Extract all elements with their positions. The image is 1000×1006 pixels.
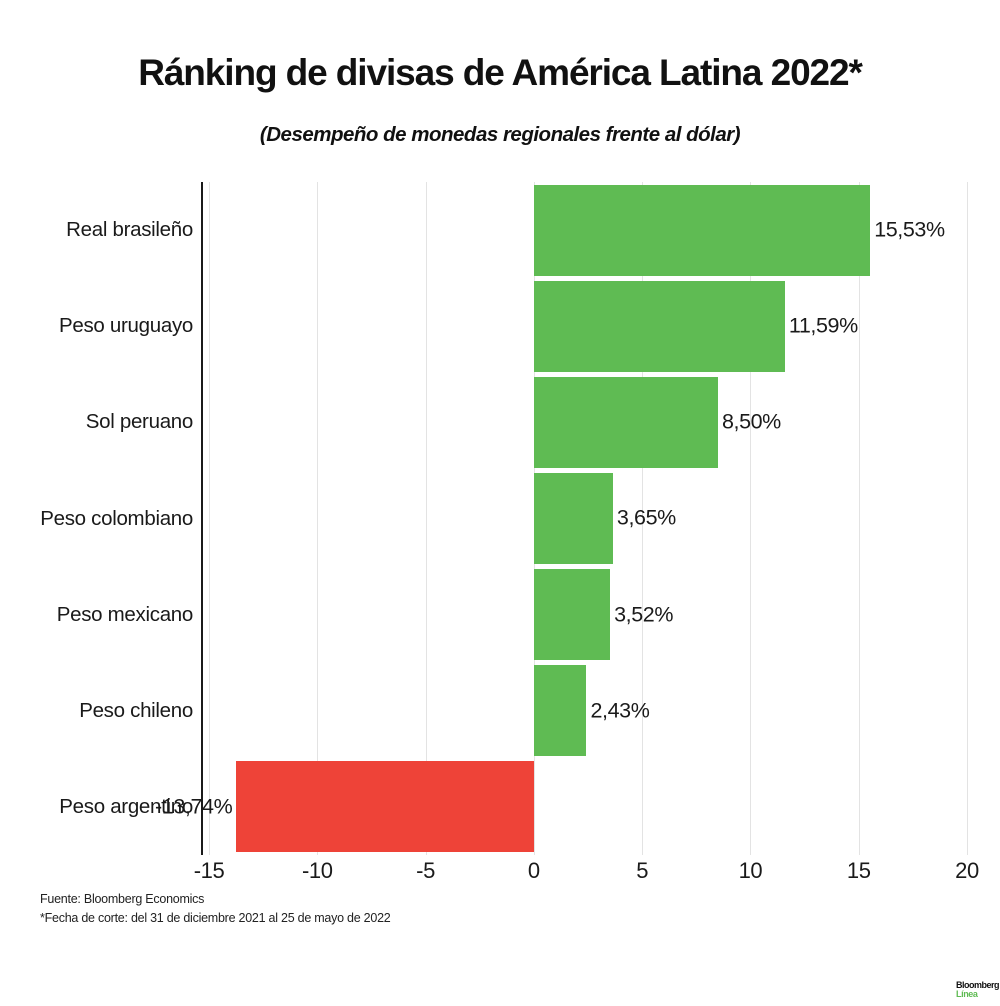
bar[interactable] <box>533 184 871 276</box>
footnote-source: Fuente: Bloomberg Economics <box>40 892 205 906</box>
category-axis-labels: Real brasileño Peso uruguayo Sol peruano Pe… <box>0 182 193 855</box>
bar-row: -13,74% <box>155 761 967 853</box>
category-label: Real brasileño <box>66 218 193 242</box>
bar[interactable] <box>533 376 718 468</box>
logo-bloomberg-text: Bloomberg <box>956 980 1000 990</box>
gridline <box>858 182 860 855</box>
bar-value-label: -13,74% <box>155 794 233 819</box>
bar-value-label: 11,59% <box>788 313 858 338</box>
x-tick-label: 5 <box>636 858 649 883</box>
bar-value-label: 15,53% <box>874 217 945 242</box>
x-tick-label: 10 <box>738 858 763 883</box>
x-tick-label: -15 <box>193 858 225 883</box>
page-title: Ránking de divisas de América Latina 202… <box>138 52 863 93</box>
bar[interactable] <box>533 569 611 661</box>
bar-row: 11,59% <box>209 280 967 372</box>
gridline <box>317 182 319 855</box>
chart-plot-area: 15,53% 11,59% 8,50% 3,65% 3,52% 2,43% -13,74% <box>155 182 968 855</box>
bar-row: 2,43% <box>209 665 967 757</box>
footnote-date-note: *Fecha de corte: del 31 de diciembre 202… <box>40 911 391 925</box>
bar[interactable] <box>533 280 785 372</box>
x-tick-label: 20 <box>955 858 979 883</box>
bar-value-label: 8,50% <box>721 409 781 434</box>
bar[interactable] <box>533 665 587 757</box>
category-label: Peso uruguayo <box>58 314 193 338</box>
bar-value-label: 3,52% <box>614 602 674 627</box>
category-label: Peso colombiano <box>40 506 193 530</box>
category-label: Peso argentino <box>59 794 193 818</box>
x-axis-tick-labels: -15 -10 -5 0 5 10 15 20 <box>194 858 980 892</box>
gridline <box>209 182 210 855</box>
x-tick-label: 0 <box>527 858 540 883</box>
x-tick-label: 15 <box>846 858 871 883</box>
bar-value-label: 2,43% <box>590 698 650 723</box>
category-label: Peso chileno <box>79 698 193 722</box>
bar-row: 3,65% <box>209 472 967 565</box>
gridline <box>750 182 752 855</box>
bar-row: 3,52% <box>209 569 967 661</box>
x-tick-label: -10 <box>301 858 333 883</box>
gridline <box>967 182 968 855</box>
gridline <box>642 182 644 855</box>
bar-value-label: 3,65% <box>616 505 676 530</box>
gridline <box>425 182 427 855</box>
bar[interactable] <box>533 472 613 565</box>
bar-row: 15,53% <box>209 184 967 276</box>
x-tick-label: -5 <box>416 858 435 883</box>
bloomberg-linea-logo: Bloomberg Línea <box>956 980 1000 1000</box>
category-label: Sol peruano <box>85 410 194 434</box>
bar[interactable] <box>236 761 534 853</box>
chart-subtitle: (Desempeño de monedas regionales frente … <box>259 123 741 146</box>
bar-row: 8,50% <box>209 376 967 468</box>
y-axis-spine <box>201 182 203 855</box>
logo-linea-text: Línea <box>956 989 978 1000</box>
category-label: Peso mexicano <box>56 602 194 626</box>
